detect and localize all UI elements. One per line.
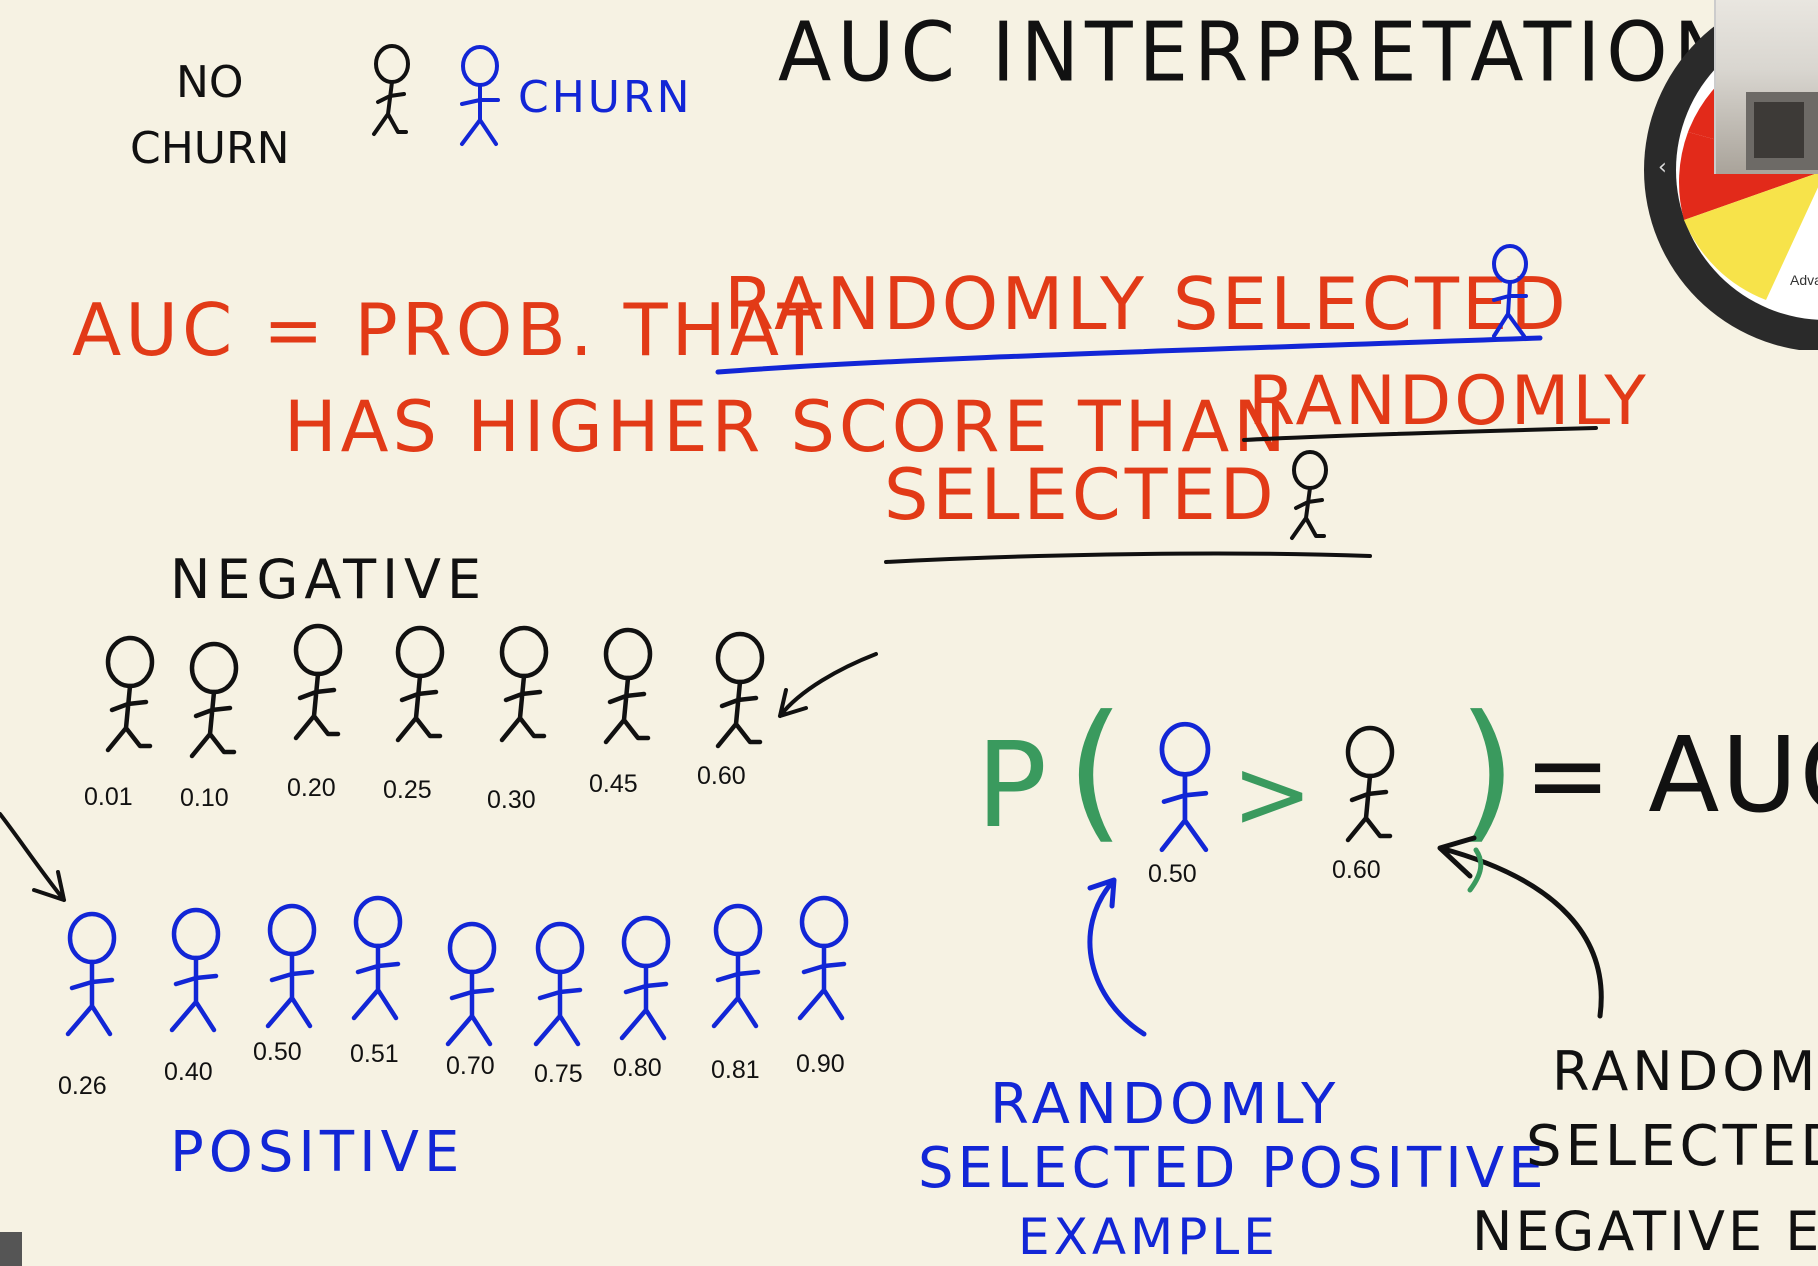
negative-figure xyxy=(603,627,653,745)
widget-label: Adva xyxy=(1790,272,1818,288)
page-title: AUC INTERPRETATION xyxy=(778,5,1738,101)
formula-positive-figure xyxy=(1159,721,1211,853)
arrow-to-last-negative xyxy=(778,652,878,718)
negative-annotation-line-2: SELECTED xyxy=(1526,1114,1818,1179)
negative-figure xyxy=(293,623,343,741)
formula-open-paren: ( xyxy=(1066,684,1125,858)
positive-score: 0.90 xyxy=(796,1050,845,1078)
arrow-to-formula-negative xyxy=(1437,835,1604,1019)
formula-close-paren: ) xyxy=(1458,684,1517,858)
arrow-to-formula-positive xyxy=(1087,877,1147,1037)
no-churn-figure xyxy=(372,44,410,136)
formula-positive-score: 0.50 xyxy=(1148,860,1197,888)
arrow-to-first-positive xyxy=(0,812,66,902)
positive-score: 0.75 xyxy=(534,1060,583,1088)
positive-score: 0.70 xyxy=(446,1052,495,1080)
positive-score: 0.80 xyxy=(613,1054,662,1082)
churn-figure xyxy=(460,45,500,146)
legend-churn-label: CHURN xyxy=(518,72,693,123)
radial-segment-red-lower xyxy=(1679,132,1818,220)
webcam-thumbnail[interactable] xyxy=(1714,0,1818,174)
positive-annotation-line-1: RANDOMLY xyxy=(990,1072,1341,1137)
negative-score: 0.01 xyxy=(84,783,133,811)
formula-greater-than: > xyxy=(1232,738,1313,850)
negative-score: 0.30 xyxy=(487,786,536,814)
positive-figure xyxy=(65,911,117,1037)
positive-figure xyxy=(265,903,317,1029)
negative-figure xyxy=(715,631,765,749)
negative-score: 0.45 xyxy=(589,770,638,798)
definition-line-1-emphasis: RANDOMLY SELECTED xyxy=(724,262,1569,346)
negative-label: NEGATIVE xyxy=(170,548,488,611)
positive-figure xyxy=(169,907,221,1033)
negative-figure xyxy=(499,625,549,743)
negative-figure xyxy=(189,641,239,759)
negative-annotation-line-1: RANDOMLY xyxy=(1552,1040,1818,1103)
positive-figure xyxy=(445,921,497,1047)
negative-figure xyxy=(105,635,155,753)
definition-line-2: HAS HIGHER SCORE THAN xyxy=(284,386,1290,468)
definition-line-3: SELECTED xyxy=(884,454,1278,536)
definition-line-2-emphasis: RANDOMLY xyxy=(1248,362,1649,441)
chevron-left-icon: ‹ xyxy=(1658,155,1667,180)
formula-negative-score: 0.60 xyxy=(1332,856,1381,884)
definition-negative-figure xyxy=(1290,450,1328,540)
negative-annotation-line-3: NEGATIVE EX xyxy=(1472,1200,1818,1263)
positive-figure xyxy=(711,903,763,1029)
positive-score: 0.40 xyxy=(164,1058,213,1086)
positive-figure xyxy=(619,915,671,1041)
definition-line-1: AUC = PROB. THAT xyxy=(72,288,826,372)
positive-score: 0.50 xyxy=(253,1038,302,1066)
negative-score: 0.20 xyxy=(287,774,336,802)
positive-score: 0.81 xyxy=(711,1056,760,1084)
negative-score: 0.60 xyxy=(697,762,746,790)
positive-score: 0.26 xyxy=(58,1072,107,1100)
radial-segment-yellow xyxy=(1684,172,1818,300)
definition-positive-figure xyxy=(1492,244,1528,338)
positive-figure xyxy=(533,921,585,1047)
positive-annotation-line-2: SELECTED POSITIVE xyxy=(918,1136,1548,1201)
legend-no-churn-label: NO CHURN xyxy=(130,57,290,174)
negative-score: 0.25 xyxy=(383,776,432,804)
negative-score: 0.10 xyxy=(180,784,229,812)
negative-figure xyxy=(395,625,445,743)
positive-annotation-line-3: EXAMPLE xyxy=(1018,1208,1279,1266)
bookshelf-image xyxy=(1746,92,1818,170)
formula-equals-auc: = AUC xyxy=(1524,714,1818,836)
positive-figure xyxy=(351,895,403,1021)
corner-control[interactable] xyxy=(0,1232,22,1266)
positive-figure xyxy=(797,895,849,1021)
positive-score: 0.51 xyxy=(350,1040,399,1068)
underline-selected-negative xyxy=(884,551,1372,564)
formula-p: P xyxy=(976,716,1048,854)
positive-label: POSITIVE xyxy=(170,1120,465,1185)
formula-negative-figure xyxy=(1345,725,1395,843)
